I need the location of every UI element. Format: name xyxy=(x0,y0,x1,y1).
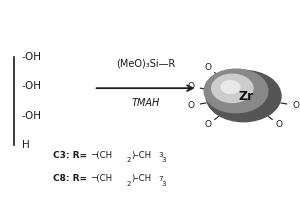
Text: 2: 2 xyxy=(127,157,131,163)
Text: 3: 3 xyxy=(161,157,166,163)
Circle shape xyxy=(204,69,268,113)
Text: Zr: Zr xyxy=(239,90,254,103)
Circle shape xyxy=(212,74,253,102)
Text: H: H xyxy=(22,140,29,150)
Text: O: O xyxy=(293,101,300,110)
Text: 3: 3 xyxy=(161,181,166,187)
Text: O: O xyxy=(187,82,194,91)
Circle shape xyxy=(221,81,240,93)
Text: 3: 3 xyxy=(158,152,163,158)
Text: C8: R=: C8: R= xyxy=(53,174,87,183)
Text: -OH: -OH xyxy=(22,81,42,91)
Text: O: O xyxy=(205,63,212,72)
Text: 7: 7 xyxy=(158,176,163,182)
Text: C3: R=: C3: R= xyxy=(53,151,87,160)
Text: )–CH: )–CH xyxy=(131,174,151,183)
Text: -OH: -OH xyxy=(22,111,42,121)
Text: ─(CH: ─(CH xyxy=(91,151,112,160)
Text: -OH: -OH xyxy=(22,52,42,62)
Text: O: O xyxy=(187,101,194,110)
Text: O: O xyxy=(275,120,282,129)
Text: (MeO)₃Si—R: (MeO)₃Si—R xyxy=(116,58,175,68)
Text: 2: 2 xyxy=(127,181,131,187)
Text: ─(CH: ─(CH xyxy=(91,174,112,183)
Text: )–CH: )–CH xyxy=(131,151,151,160)
Circle shape xyxy=(206,70,281,122)
Text: TMAH: TMAH xyxy=(131,98,160,108)
Text: O: O xyxy=(205,120,212,129)
